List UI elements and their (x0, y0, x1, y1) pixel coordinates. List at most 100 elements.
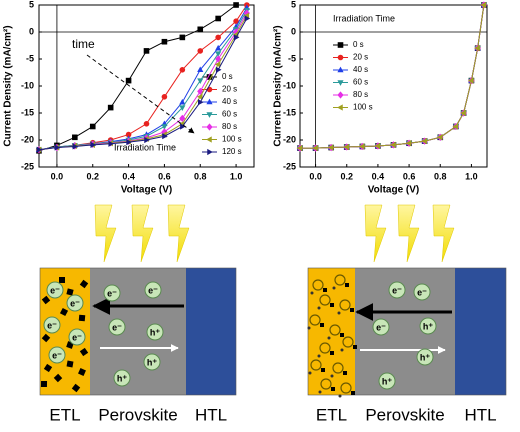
y-tick-label: -5 (288, 53, 296, 63)
trap-ring (319, 294, 331, 306)
trap (340, 333, 344, 337)
layer-label: Perovskite (365, 405, 444, 424)
trap-ring (329, 324, 341, 336)
carrier (103, 284, 121, 302)
x-tick-label: 1.0 (465, 171, 478, 181)
carrier (43, 316, 61, 334)
trap (78, 314, 86, 322)
carrier (143, 353, 161, 371)
marker (374, 142, 381, 150)
trap (66, 288, 74, 296)
carrier (46, 281, 64, 299)
legend-marker (207, 148, 213, 156)
x-axis-label: Voltage (V) (121, 185, 172, 196)
marker (179, 105, 186, 111)
trap (41, 333, 51, 343)
y-tick-label: 5 (291, 0, 296, 9)
trap-dot (317, 354, 321, 358)
trap (350, 308, 354, 312)
trap-dot (308, 371, 312, 375)
marker (143, 48, 150, 54)
x-tick-label: 0.2 (86, 171, 99, 181)
carrier-label: e⁻ (112, 322, 122, 332)
carrier (146, 323, 164, 341)
y-tick-label: -25 (283, 161, 296, 171)
carrier-label: e⁻ (392, 285, 402, 295)
carrier (372, 318, 390, 336)
marker (215, 34, 221, 41)
marker (233, 34, 240, 41)
carrier (48, 346, 66, 364)
marker (72, 143, 79, 150)
carrier (378, 372, 396, 390)
legend-marker (337, 54, 344, 61)
trap-dot (340, 348, 344, 352)
trap (79, 279, 89, 289)
series-line (38, 12, 248, 151)
device-diagram: e⁻ e⁻ e⁻ e⁻ e⁻ e⁻ e⁻ e⁻ h⁺ h⁺ h⁺ ETL Perovskite HTL (39, 267, 237, 424)
trap (78, 368, 86, 376)
trap (66, 360, 74, 368)
carrier-label: e⁻ (72, 332, 82, 342)
layer (355, 268, 455, 395)
trap-dot (327, 336, 331, 340)
trap-ring (312, 279, 324, 291)
marker (72, 134, 78, 141)
legend-label: 60 s (222, 110, 237, 119)
layer-label: HTL (195, 405, 227, 424)
carrier-label: h⁺ (147, 357, 157, 367)
legend-marker (206, 123, 213, 131)
legend-label: 0 s (353, 40, 364, 49)
marker (468, 77, 474, 84)
carrier (413, 283, 431, 301)
trap (40, 380, 48, 388)
marker (452, 123, 459, 130)
trap (323, 288, 327, 292)
legend-label: 80 s (222, 122, 237, 131)
marker (179, 98, 186, 105)
marker (390, 141, 396, 148)
x-tick-label: 0.0 (51, 171, 64, 181)
trap (330, 351, 334, 355)
marker (421, 138, 427, 145)
marker (197, 78, 204, 84)
marker (197, 48, 204, 54)
trap-dot (332, 286, 336, 290)
carrier (108, 318, 126, 336)
y-tick-label: -15 (283, 107, 296, 117)
carrier (419, 317, 437, 335)
marker (107, 104, 114, 111)
y-axis-label: Current Density (mA/cm²) (273, 25, 284, 146)
carrier (68, 328, 86, 346)
carrier-label: h⁺ (117, 373, 127, 383)
trap-dot (330, 374, 334, 378)
y-tick-label: 0 (291, 26, 296, 36)
trap (343, 371, 347, 375)
marker (312, 145, 318, 152)
marker (233, 18, 239, 25)
marker (196, 93, 203, 100)
legend-label: 60 s (353, 78, 368, 87)
trap (59, 307, 69, 317)
trap (43, 363, 53, 373)
trap (320, 323, 324, 327)
marker (179, 67, 186, 73)
marker (480, 1, 487, 9)
trap-ring (340, 382, 352, 394)
chart: -25 -20 -15 -10 -5 0 5 0.0 0.2 0.4 0.6 0.8 1.0 Voltag… (273, 0, 488, 196)
carrier-label: h⁺ (382, 376, 392, 386)
marker (460, 109, 466, 117)
legend-marker (337, 91, 344, 99)
x-tick-label: 0.0 (309, 171, 322, 181)
marker (215, 51, 222, 57)
layer-label: HTL (464, 405, 496, 424)
marker (180, 123, 186, 130)
trap (321, 368, 325, 372)
marker (54, 144, 61, 151)
marker (126, 139, 132, 146)
marker (161, 94, 168, 100)
bolts (94, 204, 455, 263)
trap (53, 373, 63, 383)
marker (162, 133, 168, 140)
marker (327, 144, 334, 151)
